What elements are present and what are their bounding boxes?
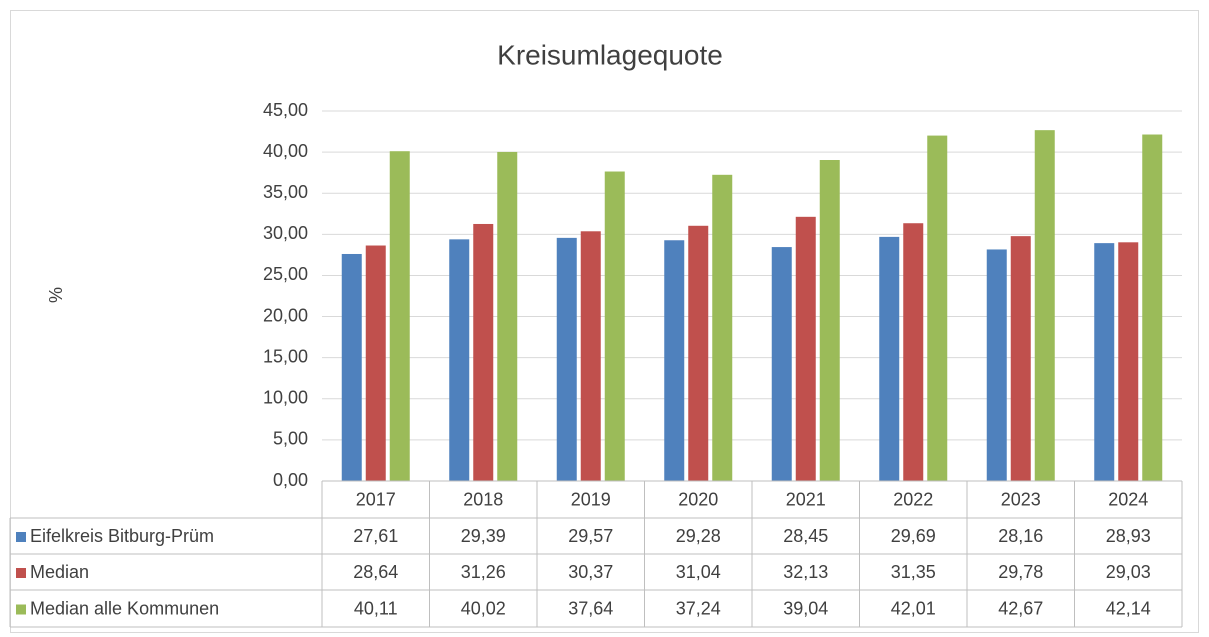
- bar: [556, 237, 577, 481]
- data-label: 29,78: [998, 562, 1043, 582]
- y-tick-label: 10,00: [263, 388, 308, 408]
- x-tick-label: 2022: [893, 489, 933, 509]
- legend-label: Median: [30, 562, 89, 582]
- bar: [819, 160, 840, 481]
- bar: [903, 223, 924, 481]
- bar: [795, 216, 816, 481]
- y-tick-label: 0,00: [273, 470, 308, 490]
- data-label: 28,16: [998, 526, 1043, 546]
- x-tick-label: 2020: [678, 489, 718, 509]
- legend-key: [16, 568, 26, 578]
- legend-label: Eifelkreis Bitburg-Prüm: [30, 526, 214, 546]
- chart-title: Kreisumlagequote: [497, 39, 723, 70]
- data-label: 28,45: [783, 526, 828, 546]
- data-label: 40,02: [461, 598, 506, 618]
- y-tick-label: 25,00: [263, 264, 308, 284]
- y-tick-label: 45,00: [263, 100, 308, 120]
- data-label: 31,26: [461, 562, 506, 582]
- bar: [604, 171, 625, 481]
- data-label: 28,64: [353, 562, 398, 582]
- bar: [497, 151, 518, 482]
- x-tick-label: 2019: [571, 489, 611, 509]
- x-tick-label: 2021: [786, 489, 826, 509]
- data-label: 29,69: [891, 526, 936, 546]
- x-tick-label: 2023: [1001, 489, 1041, 509]
- y-tick-label: 15,00: [263, 346, 308, 366]
- data-label: 37,64: [568, 598, 613, 618]
- data-label: 42,14: [1106, 598, 1151, 618]
- bar: [712, 174, 733, 481]
- bar: [473, 223, 494, 481]
- bar: [879, 236, 900, 481]
- x-tick-label: 2018: [463, 489, 503, 509]
- data-label: 39,04: [783, 598, 828, 618]
- data-label: 28,93: [1106, 526, 1151, 546]
- y-tick-label: 30,00: [263, 223, 308, 243]
- y-tick-label: 5,00: [273, 429, 308, 449]
- bar: [580, 231, 601, 481]
- bar: [1010, 236, 1031, 481]
- data-label: 29,57: [568, 526, 613, 546]
- data-label: 40,11: [354, 598, 398, 618]
- legend-label: Median alle Kommunen: [30, 598, 219, 618]
- y-axis-label: %: [46, 287, 66, 303]
- legend-key: [16, 532, 26, 542]
- y-tick-label: 40,00: [263, 141, 308, 161]
- x-tick-label: 2024: [1108, 489, 1148, 509]
- bar: [986, 249, 1007, 481]
- bar: [664, 240, 685, 481]
- y-tick-label: 35,00: [263, 182, 308, 202]
- data-label: 37,24: [676, 598, 721, 618]
- bar: [449, 239, 470, 481]
- bar: [341, 253, 362, 481]
- data-label: 29,39: [461, 526, 506, 546]
- bar: [1034, 130, 1055, 481]
- bar: [688, 225, 709, 481]
- bar: [927, 135, 948, 481]
- data-label: 42,67: [998, 598, 1043, 618]
- legend-key: [16, 604, 26, 615]
- data-label: 29,28: [676, 526, 721, 546]
- bar: [1094, 243, 1115, 481]
- bar: [771, 247, 792, 481]
- bar: [365, 245, 386, 481]
- data-label: 30,37: [568, 562, 613, 582]
- y-tick-label: 20,00: [263, 305, 308, 325]
- data-label: 32,13: [783, 562, 828, 582]
- x-tick-label: 2017: [356, 489, 396, 509]
- data-label: 29,03: [1106, 562, 1151, 582]
- bar: [1142, 134, 1163, 481]
- data-label: 27,61: [353, 526, 398, 546]
- bar: [389, 151, 410, 481]
- bar: [1118, 242, 1139, 481]
- data-label: 31,35: [891, 562, 936, 582]
- data-label: 31,04: [676, 562, 721, 582]
- data-label: 42,01: [891, 598, 936, 618]
